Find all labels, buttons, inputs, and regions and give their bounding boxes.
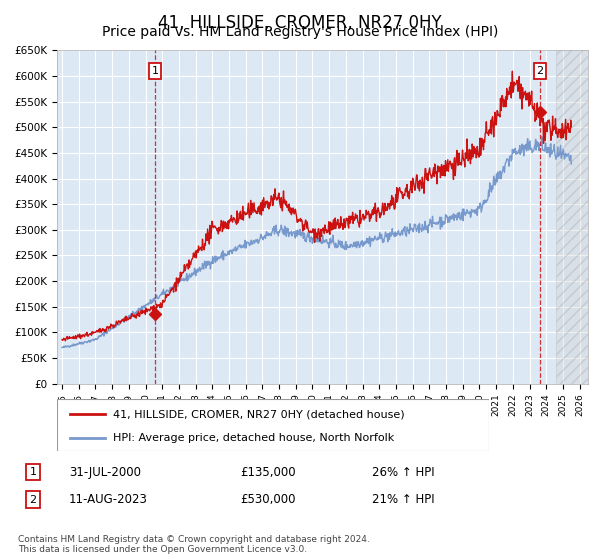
Text: 21% ↑ HPI: 21% ↑ HPI [372,493,434,506]
Text: 41, HILLSIDE, CROMER, NR27 0HY (detached house): 41, HILLSIDE, CROMER, NR27 0HY (detached… [113,409,405,419]
Text: 41, HILLSIDE, CROMER, NR27 0HY: 41, HILLSIDE, CROMER, NR27 0HY [158,14,442,32]
Text: £135,000: £135,000 [240,465,296,479]
Text: 2: 2 [536,66,544,76]
Text: 2: 2 [29,494,37,505]
Text: Contains HM Land Registry data © Crown copyright and database right 2024.
This d: Contains HM Land Registry data © Crown c… [18,535,370,554]
Text: 26% ↑ HPI: 26% ↑ HPI [372,465,434,479]
Text: 1: 1 [152,66,158,76]
Bar [556,50,588,384]
FancyBboxPatch shape [57,399,489,451]
Text: 11-AUG-2023: 11-AUG-2023 [69,493,148,506]
Text: Price paid vs. HM Land Registry's House Price Index (HPI): Price paid vs. HM Land Registry's House … [102,25,498,39]
Text: HPI: Average price, detached house, North Norfolk: HPI: Average price, detached house, Nort… [113,433,394,443]
Text: 1: 1 [29,467,37,477]
Text: 31-JUL-2000: 31-JUL-2000 [69,465,141,479]
Text: £530,000: £530,000 [240,493,296,506]
